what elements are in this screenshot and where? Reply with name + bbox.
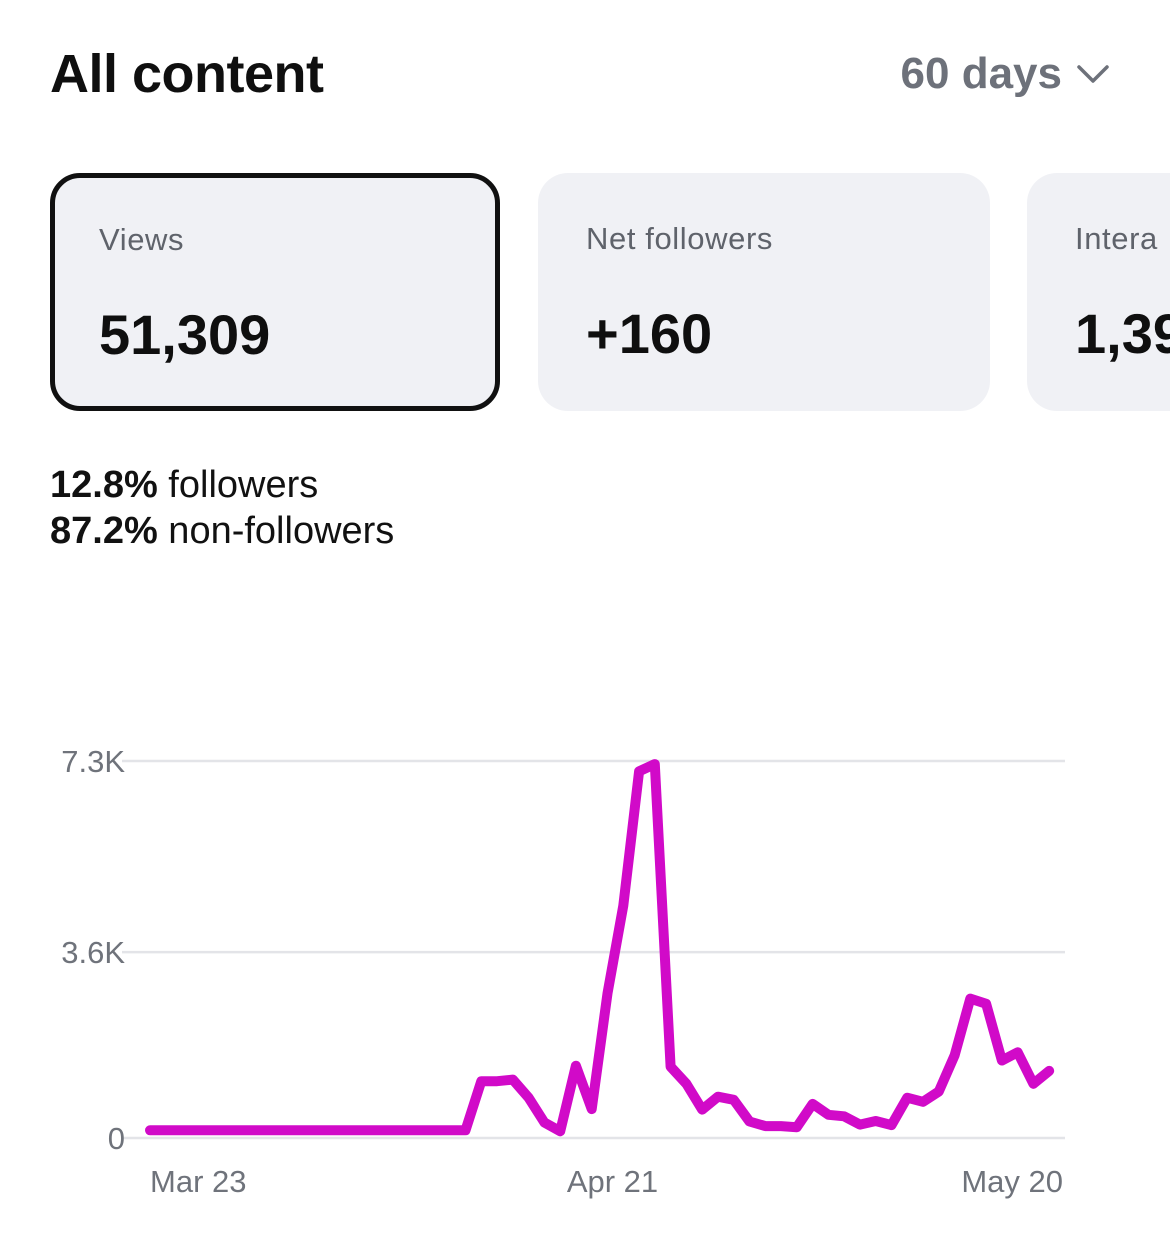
header: All content 60 days (50, 38, 1110, 114)
card-value: +160 (586, 302, 713, 365)
views-series-line (145, 759, 1055, 1137)
non-followers-row: 87.2% non-followers (50, 508, 394, 554)
date-range-label: 60 days (900, 49, 1062, 98)
views-card[interactable]: Views 51,309 (50, 173, 500, 411)
net-followers-card[interactable]: Net followers +160 (538, 173, 990, 411)
metric-cards: Views 51,309 Net followers +160 Intera 1… (50, 173, 1170, 411)
y-tick-label: 0 (108, 1121, 125, 1156)
x-tick-label: Apr 21 (567, 1164, 658, 1199)
card-value: 1,39 (1075, 302, 1170, 365)
date-range-dropdown[interactable]: 60 days (901, 38, 1110, 110)
x-tick-label: May 20 (961, 1164, 1063, 1199)
card-value: 51,309 (99, 303, 271, 366)
page-title: All content (50, 44, 324, 104)
non-followers-label: non-followers (157, 510, 395, 552)
views-line-chart: 0 3.6K 7.3K Mar 23 Apr 21 May 20 (61, 744, 1065, 1199)
interactions-card[interactable]: Intera 1,39 (1027, 173, 1170, 411)
y-tick-label: 7.3K (61, 744, 125, 779)
x-tick-label: Mar 23 (150, 1164, 246, 1199)
chevron-down-icon (1076, 63, 1110, 85)
followers-row: 12.8% followers (50, 462, 394, 508)
card-label: Intera (1075, 221, 1158, 256)
card-label: Net followers (586, 221, 773, 256)
non-followers-percent: 87.2% (50, 510, 158, 552)
y-tick-label: 3.6K (61, 935, 125, 970)
audience-breakdown: 12.8% followers 87.2% non-followers (50, 462, 394, 554)
followers-percent: 12.8% (50, 464, 158, 506)
card-label: Views (99, 222, 185, 257)
followers-label: followers (157, 464, 319, 506)
